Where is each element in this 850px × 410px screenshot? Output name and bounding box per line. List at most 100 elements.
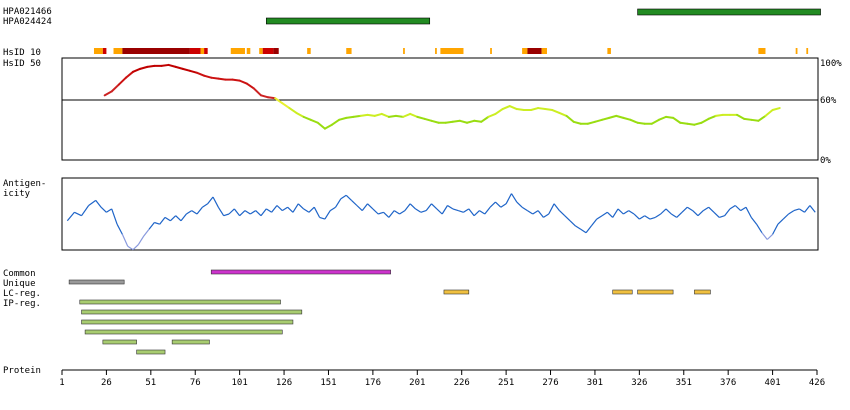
antigenicity-line-segment [308,206,315,213]
lcreg-bar [612,289,633,295]
antigenicity-line-segment [66,211,75,222]
antigenicity-line-segment [313,206,321,218]
antigenicity-line-segment [617,208,624,215]
hsid50-line-segment [572,120,582,125]
antigenicity-line-segment [713,211,720,218]
hsid50-line-segment [480,115,490,123]
unique-bar [68,279,125,285]
protein-tick-label: 1 [59,378,64,388]
antigenicity-line-segment [590,218,598,227]
hsid50-panel-frame [61,57,819,161]
ipreg-bar [79,299,281,305]
hsid50-line-segment [458,119,469,124]
protein-tick-label: 201 [409,378,425,388]
antigenicity-line-segment [271,205,278,213]
antigenicity-line-segment [553,203,560,211]
ipreg-bar [81,319,294,325]
antigenicity-line-segment [420,210,427,213]
common-label: Common [3,269,36,279]
hsid50-line-segment [402,112,412,118]
antigenicity-line-segment [500,203,507,208]
hsid50-line-segment [714,113,724,117]
antigenicity-line-segment [121,234,129,247]
hsid10-segment [440,48,464,54]
ipreg-bar [171,339,210,345]
hsid50-line-segment [601,116,611,121]
ipreg-bar [136,349,166,355]
lcreg-bar [637,289,674,295]
antigenicity-line-segment [202,203,208,208]
hsid50-line-segment [529,107,540,112]
hsid50-line-segment [544,108,554,112]
hsid50-line-segment [593,118,604,123]
hsid50-line-segment [124,70,135,79]
antigenicity-line-segment [233,208,241,217]
hsid50-line-segment [160,63,170,67]
antigenicity-line-segment [191,210,198,215]
antigenicity-line-segment [88,199,97,206]
hsid50-line-segment [210,76,220,80]
protein-tick-label: 301 [587,378,603,388]
protein-tick-label: 251 [498,378,514,388]
antigenicity-line-segment [702,206,709,212]
antigenicity-line-segment [244,210,251,215]
antigenicity-line-segment [532,210,539,215]
hsid50-line-segment [359,113,369,117]
antigenicity-line-segment [95,200,102,208]
antigenicity-line-segment [697,210,704,217]
hsid50-line-segment [707,114,717,120]
lcreg-bar [443,289,470,295]
hsid50-line-segment [693,121,703,126]
protein-tick-label: 276 [542,378,558,388]
antigenicity-line-segment [463,208,470,213]
antigenicity-line-segment [782,213,789,220]
hsid10-segment [273,48,279,54]
hsid50-line-segment [181,67,191,72]
antigenicity-line-segment [479,210,486,215]
antigenicity-line-segment [681,206,688,213]
antigenicity-line-segment [223,213,230,217]
hsid50-line-segment [764,109,774,117]
ipreg-bar [84,329,283,335]
protein-axis: 1 26 51 76 101 126 151 176 201 226 251 276 301 326 351… [59,369,825,388]
hsid50-line-segment [700,117,710,124]
hsid50-line-segment [188,69,199,74]
antigenicity-line-segment [292,203,299,213]
hsid10-segment [346,48,352,54]
hsid50-line-segment [672,116,682,124]
antigenicity-line-segment [766,233,774,240]
hsid50-ylabel-top: 100% [820,59,842,69]
antigenicity-line-segment [601,211,608,217]
antigenicity-line-segment [265,208,272,213]
hsid50-line-segment [132,67,142,73]
hsid50-line-segment [430,119,440,124]
antigenicity-line-segment [81,205,90,217]
antigenicity-line-segment [164,216,171,222]
hsid50-line-segment [757,114,767,122]
antigenicity-line-segment [255,210,262,217]
antigenicity-line-segment [809,205,816,213]
antigenicity-line-segment [734,205,742,212]
antigenicity-line-segment [473,210,480,217]
antigenicity-line-segment [777,218,784,225]
hsid10-label: HsID 10 [3,48,41,58]
protein-tick-label: 226 [454,378,470,388]
antigenicity-line-segment [239,210,246,217]
hsid50-line-segment [139,65,149,70]
hsid50-line-segment [274,97,284,105]
hsid50-line-segment [466,119,476,124]
antigenicity-line-segment [692,210,699,217]
antigenicity-line-segment [276,205,283,212]
hsid50-line-segment [487,112,497,118]
antigenicity-line-segment [788,210,795,215]
hsid50-line-segment [110,83,120,93]
antigenicity-line-segment [623,210,630,215]
antigenicity-line-segment [655,213,661,218]
antigenicity-line-segment [132,244,139,251]
antibody-label-1: HPA021466 [3,7,52,17]
antigenicity-line-segment [180,213,187,222]
hsid50-line-segment [657,115,667,121]
antigenicity-line-segment [154,221,160,225]
